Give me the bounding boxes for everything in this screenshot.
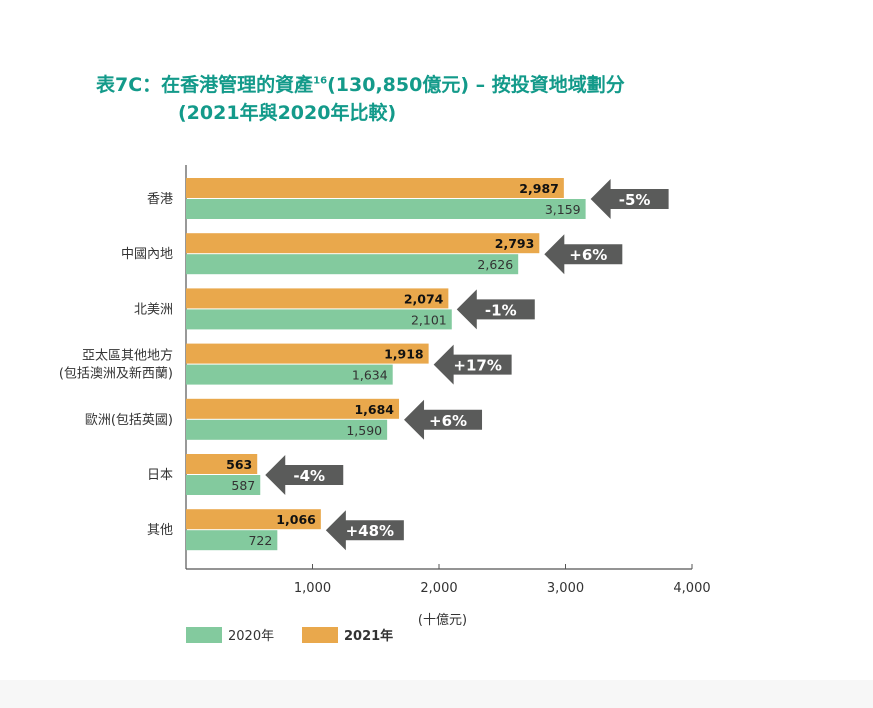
bar-2020 bbox=[186, 530, 278, 551]
category-label: 北美洲 bbox=[134, 302, 173, 317]
bar-2020 bbox=[186, 254, 519, 275]
category-label: 中國內地 bbox=[121, 247, 173, 262]
value-label-2020: 1,634 bbox=[352, 368, 388, 383]
x-tick-label: 1,000 bbox=[294, 581, 331, 596]
bar-2020 bbox=[186, 309, 452, 330]
x-tick-label: 3,000 bbox=[547, 581, 584, 596]
category-label: (包括澳洲及新西蘭) bbox=[59, 366, 173, 382]
chart-title-line2: (2021年與2020年比較) bbox=[178, 102, 397, 124]
bar-2021 bbox=[186, 509, 321, 530]
change-arrow-icon bbox=[265, 455, 344, 495]
legend-swatch-2020 bbox=[186, 626, 222, 643]
value-label-2021: 2,987 bbox=[519, 181, 559, 196]
legend-label-2021: 2021年 bbox=[344, 629, 394, 644]
bar-2021 bbox=[186, 288, 449, 309]
legend-swatch-2021 bbox=[302, 626, 338, 643]
legend-2021: 2021年 bbox=[302, 625, 393, 644]
value-label-2021: 2,793 bbox=[495, 236, 535, 251]
change-arrow-icon bbox=[433, 344, 512, 385]
value-label-2021: 1,066 bbox=[276, 512, 316, 527]
bar-2021 bbox=[186, 178, 564, 198]
change-label: +48% bbox=[346, 522, 394, 540]
value-label-2020: 3,159 bbox=[545, 202, 581, 217]
category-label: 日本 bbox=[147, 468, 173, 483]
bar-2020 bbox=[186, 419, 388, 440]
change-arrow-icon bbox=[325, 510, 404, 551]
x-axis-label: (十億元) bbox=[418, 612, 467, 628]
x-tick-label: 4,000 bbox=[673, 581, 710, 596]
change-label: +6% bbox=[569, 246, 607, 264]
value-label-2021: 563 bbox=[226, 457, 252, 472]
legend-label-2020: 2020年 bbox=[228, 629, 275, 644]
change-label: +17% bbox=[453, 357, 501, 375]
value-label-2021: 2,074 bbox=[404, 291, 444, 306]
change-arrow-icon bbox=[456, 289, 535, 330]
value-label-2021: 1,918 bbox=[384, 347, 424, 362]
bar-2020 bbox=[186, 475, 261, 495]
x-tick-label: 2,000 bbox=[420, 581, 457, 596]
value-label-2020: 2,101 bbox=[411, 312, 447, 327]
bar-2021 bbox=[186, 398, 400, 419]
change-arrow-icon bbox=[590, 179, 669, 219]
bar-2020 bbox=[186, 199, 586, 219]
bar-2020 bbox=[186, 364, 393, 385]
legend-2020: 2020年 bbox=[186, 625, 274, 644]
change-arrow-icon bbox=[404, 399, 483, 440]
value-label-2020: 587 bbox=[231, 478, 255, 493]
change-label: -1% bbox=[485, 301, 517, 319]
value-label-2021: 1,684 bbox=[354, 402, 394, 417]
category-label: 香港 bbox=[147, 192, 173, 207]
change-label: -5% bbox=[619, 191, 651, 209]
change-label: +6% bbox=[429, 412, 467, 430]
change-label: -4% bbox=[293, 467, 325, 485]
bar-2021 bbox=[186, 343, 429, 364]
bar-2021 bbox=[186, 454, 258, 474]
category-label: 亞太區其他地方 bbox=[82, 348, 173, 364]
change-arrow-icon bbox=[544, 234, 623, 275]
value-label-2020: 722 bbox=[248, 533, 272, 548]
category-label: 其他 bbox=[147, 523, 173, 538]
chart-title-line1: 表7C：在香港管理的資產16(130,850億元) – 按投資地域劃分 bbox=[96, 74, 625, 96]
footer-band bbox=[0, 680, 873, 708]
value-label-2020: 1,590 bbox=[346, 423, 382, 438]
bar-2021 bbox=[186, 233, 540, 254]
category-label: 歐洲(包括英國) bbox=[85, 413, 173, 428]
value-label-2020: 2,626 bbox=[477, 257, 513, 272]
